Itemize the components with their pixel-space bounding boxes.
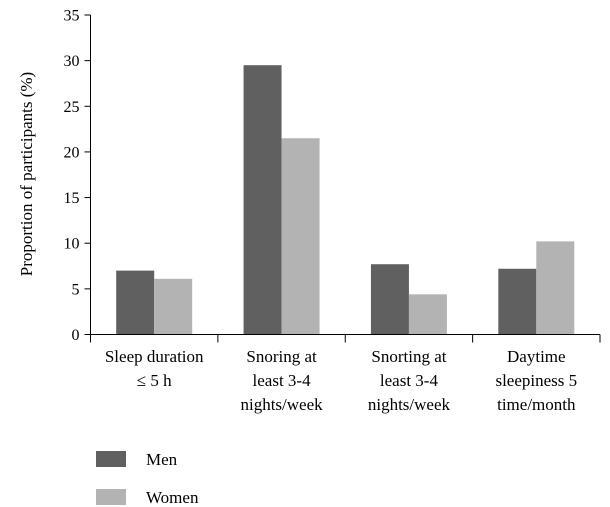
y-axis-ticks: 0 5 10 15 20 25 30 35: [64, 8, 91, 344]
bar-women-2: [408, 294, 447, 335]
bar-men-2: [370, 264, 409, 335]
x-category-label: nights/week: [240, 395, 323, 414]
y-tick-label: 25: [64, 99, 80, 116]
y-tick-label: 30: [64, 53, 80, 70]
bar-men-1: [243, 65, 282, 335]
y-tick-label: 15: [64, 190, 80, 207]
y-axis-title: Proportion of participants (%): [17, 72, 36, 276]
x-category-label: least 3-4: [253, 371, 312, 390]
legend-label-men: Men: [146, 450, 178, 469]
y-tick-label: 35: [64, 8, 80, 25]
x-category-label: sleepiness 5: [495, 371, 577, 390]
bar-women-1: [281, 138, 320, 335]
x-category-label: ≤ 5 h: [137, 371, 172, 390]
legend-swatch-men: [96, 451, 126, 467]
y-tick-label: 0: [72, 327, 80, 344]
y-tick-label: 10: [64, 236, 80, 253]
x-axis-labels: Sleep duration ≤ 5 h Snoring at least 3-4 ni…: [90, 334, 601, 414]
x-category-label: least 3-4: [380, 371, 439, 390]
bar-women-3: [536, 241, 575, 335]
x-category-label: Snorting at: [371, 347, 446, 366]
legend-swatch-women: [96, 489, 126, 505]
y-tick-label: 20: [64, 144, 80, 161]
x-category-label: nights/week: [368, 395, 451, 414]
legend-label-women: Women: [146, 488, 199, 507]
x-category-label: Daytime: [507, 347, 566, 366]
x-category-label: time/month: [497, 395, 576, 414]
bar-men-3: [498, 268, 537, 335]
x-category-label: Sleep duration: [105, 347, 204, 366]
bar-men-0: [116, 270, 155, 335]
bar-women-0: [154, 278, 193, 335]
bars: [116, 65, 575, 335]
y-tick-label: 5: [72, 281, 80, 298]
legend: Men Women: [96, 450, 199, 507]
x-category-label: Snoring at: [246, 347, 317, 366]
